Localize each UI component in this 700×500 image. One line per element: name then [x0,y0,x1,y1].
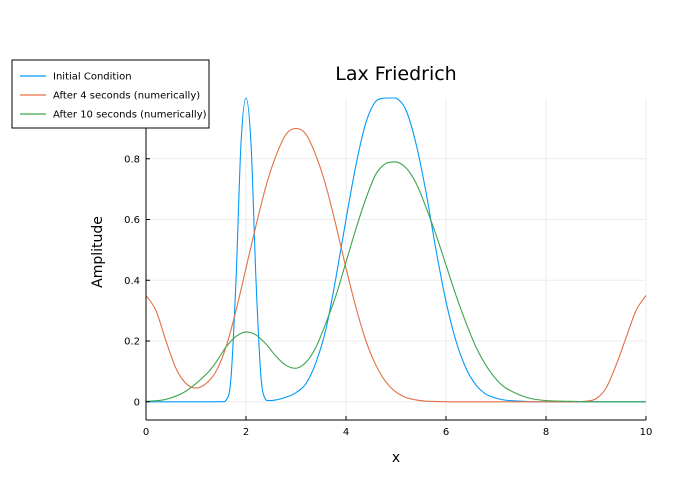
x-tick-label: 2 [243,427,249,438]
y-tick-label: 0.8 [124,154,140,165]
x-tick-label: 8 [543,427,549,438]
y-tick-label: 0.6 [124,215,140,226]
legend-label: After 10 seconds (numerically) [53,110,207,121]
chart-title: Lax Friedrich [335,63,456,85]
y-tick-label: 0.2 [124,337,140,348]
legend-box [11,59,210,129]
x-tick-label: 10 [640,427,653,438]
axes [145,98,646,421]
y-tick-label: 0.4 [124,276,140,287]
legend-label: Initial Condition [53,72,132,83]
y-tick-label: 0 [134,397,140,408]
series-group [145,97,647,403]
series-line-initial-condition [146,97,646,403]
legend: Initial Condition After 4 seconds (numeri… [11,59,210,129]
x-tick-label: 4 [343,427,349,438]
x-tick-label: 0 [143,427,149,438]
ticks: 0 2 4 6 8 10 0 0.2 0.4 0.6 0.8 [124,154,652,438]
y-axis-title: Amplitude [90,216,106,288]
legend-label: After 4 seconds (numerically) [53,91,200,102]
grid [145,98,647,420]
x-axis-title: x [392,450,400,466]
series-line-after-10-seconds-numerically [145,161,646,403]
x-tick-label: 6 [443,427,449,438]
